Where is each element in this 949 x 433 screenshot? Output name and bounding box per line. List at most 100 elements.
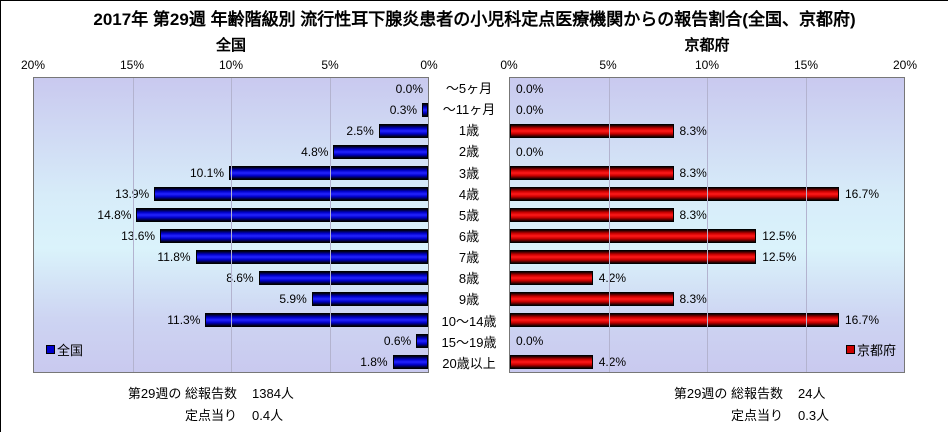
national-bar-value-label: 5.9%	[279, 291, 307, 306]
national-bar-value-label: 8.6%	[226, 270, 254, 285]
national-bar-value-label: 4.8%	[301, 144, 329, 159]
kyoto-gridline	[805, 78, 807, 372]
kyoto-bar-row: 0.0%	[510, 330, 904, 351]
kyoto-legend-label: 京都府	[856, 343, 896, 358]
national-axis-tick: 20%	[20, 58, 46, 72]
national-gridline	[329, 78, 331, 372]
national-plot-area: 0.0% 0.3% 2.5% 4.8% 10.1% 13.9% 14.8% 13.6% 11.8…	[33, 77, 429, 373]
kyoto-bar-value-label: 16.7%	[844, 186, 880, 201]
kyoto-bar-value-label: 16.7%	[844, 312, 880, 327]
national-bar-row: 11.3%	[34, 309, 428, 330]
kyoto-x-axis-ticks: 0% 5% 10% 15% 20%	[500, 58, 917, 73]
national-bar	[154, 186, 428, 201]
national-total-value: 1384人	[252, 385, 294, 401]
age-category-label: 10～14歳	[441, 313, 497, 329]
kyoto-bar-value-label: 4.2%	[598, 354, 627, 369]
national-bar-value-label: 0.6%	[383, 333, 412, 348]
kyoto-bar	[510, 123, 674, 138]
national-axis-tick: 5%	[321, 58, 339, 72]
kyoto-total-value: 24人	[798, 385, 826, 401]
national-bar	[205, 312, 428, 327]
kyoto-bar-row: 12.5%	[510, 246, 904, 267]
national-bar-value-label: 11.8%	[157, 249, 191, 264]
national-bar	[136, 207, 428, 222]
kyoto-bar-value-label: 0.0%	[516, 81, 544, 96]
kyoto-bar-row: 12.5%	[510, 225, 904, 246]
national-bar-row: 8.6%	[34, 267, 428, 288]
national-bar	[311, 291, 428, 306]
kyoto-bar-row: 0.0%	[510, 99, 904, 120]
national-axis-tick: 15%	[119, 58, 145, 72]
national-bar-value-label: 2.5%	[346, 123, 374, 138]
kyoto-bar-row: 0.0%	[510, 141, 904, 162]
kyoto-bar-value-label: 4.2%	[598, 270, 627, 285]
kyoto-bar-value-label: 8.3%	[679, 291, 707, 306]
kyoto-per-sentinel-value: 0.3人	[798, 407, 830, 423]
kyoto-bar-value-label: 12.5%	[762, 249, 797, 264]
kyoto-total-row: 第29週の 総報告数 24人	[653, 381, 829, 403]
age-category-label: 3歳	[458, 165, 480, 181]
kyoto-bar-row: 4.2%	[510, 267, 904, 288]
national-bar	[422, 102, 428, 117]
national-bar-row: 13.9%	[34, 183, 428, 204]
kyoto-bar	[510, 291, 674, 306]
national-bar-value-label: 13.9%	[115, 187, 149, 201]
national-gridline	[132, 78, 134, 372]
kyoto-bar-value-label: 0.0%	[516, 144, 544, 159]
kyoto-per-sentinel-row: 定点当り 0.3人	[653, 403, 829, 425]
kyoto-bar	[510, 207, 674, 222]
national-x-axis-ticks: 20% 15% 10% 5% 0%	[21, 58, 438, 73]
age-category-label: 7歳	[458, 250, 480, 266]
national-bar-value-label: 1.8%	[360, 354, 388, 369]
national-bar-value-label: 14.8%	[97, 207, 132, 222]
national-bar-rows: 0.0% 0.3% 2.5% 4.8% 10.1% 13.9% 14.8% 13.6% 11.8…	[34, 78, 428, 372]
national-bar-value-label: 10.1%	[190, 165, 225, 180]
kyoto-plot-area: 0.0% 0.0% 8.3% 0.0% 8.3% 16.7% 8.3% 12.5% 12.5% 4…	[509, 77, 905, 373]
kyoto-bar-value-label: 8.3%	[679, 207, 707, 222]
national-total-row: 第29週の 総報告数 1384人	[107, 381, 294, 403]
kyoto-bar	[510, 228, 757, 243]
kyoto-bar-rows: 0.0% 0.0% 8.3% 0.0% 8.3% 16.7% 8.3% 12.5% 12.5% 4…	[510, 78, 904, 372]
national-axis-tick: 10%	[218, 58, 244, 72]
national-bar	[416, 333, 428, 348]
kyoto-gridline	[707, 78, 708, 372]
kyoto-bar-value-label: 12.5%	[762, 228, 797, 243]
kyoto-bar-row: 8.3%	[510, 120, 904, 141]
national-bar	[160, 228, 428, 243]
national-bar-row: 5.9%	[34, 288, 428, 309]
kyoto-axis-tick: 20%	[892, 58, 918, 72]
age-category-label: 20歳以上	[442, 355, 496, 371]
national-bar-row: 4.8%	[34, 141, 428, 162]
age-category-axis: ～5ヶ月 ～11ヶ月 1歳 2歳 3歳 4歳 5歳 6歳 7歳 8歳 9歳 10～14歳 15～19歳 2…	[429, 77, 509, 373]
kyoto-legend-swatch-icon	[845, 345, 855, 354]
kyoto-legend: 京都府	[845, 340, 896, 359]
national-bar-row: 10.1%	[34, 162, 428, 183]
kyoto-bar-value-label: 8.3%	[679, 123, 707, 138]
age-category-label: 2歳	[458, 144, 480, 160]
national-legend-swatch-icon	[46, 345, 55, 354]
kyoto-bar-row: 16.7%	[510, 183, 904, 204]
kyoto-axis-tick: 0%	[500, 58, 518, 72]
national-bar-row: 13.6%	[34, 225, 428, 246]
national-legend: 全国	[46, 340, 83, 359]
kyoto-bar-row: 0.0%	[510, 78, 904, 99]
kyoto-bar-value-label: 0.0%	[516, 333, 544, 348]
kyoto-bar-row: 16.7%	[510, 309, 904, 330]
kyoto-bar	[510, 270, 593, 285]
national-bar	[195, 249, 428, 264]
national-bar	[378, 123, 428, 138]
kyoto-bar-row: 8.3%	[510, 162, 904, 183]
age-category-label: 1歳	[458, 123, 480, 139]
age-category-label: ～5ヶ月	[445, 81, 493, 97]
age-category-label: 8歳	[458, 271, 480, 287]
kyoto-bar	[510, 165, 674, 180]
national-bar-value-label: 0.3%	[389, 102, 418, 117]
age-category-label: 15～19歳	[441, 334, 497, 350]
national-axis-tick: 0%	[420, 58, 438, 72]
national-gridline	[231, 78, 232, 372]
kyoto-panel-subtitle: 京都府	[684, 37, 730, 54]
national-per-sentinel-value: 0.4人	[252, 407, 284, 423]
kyoto-gridline	[608, 78, 610, 372]
national-bar-row: 0.0%	[34, 78, 428, 99]
